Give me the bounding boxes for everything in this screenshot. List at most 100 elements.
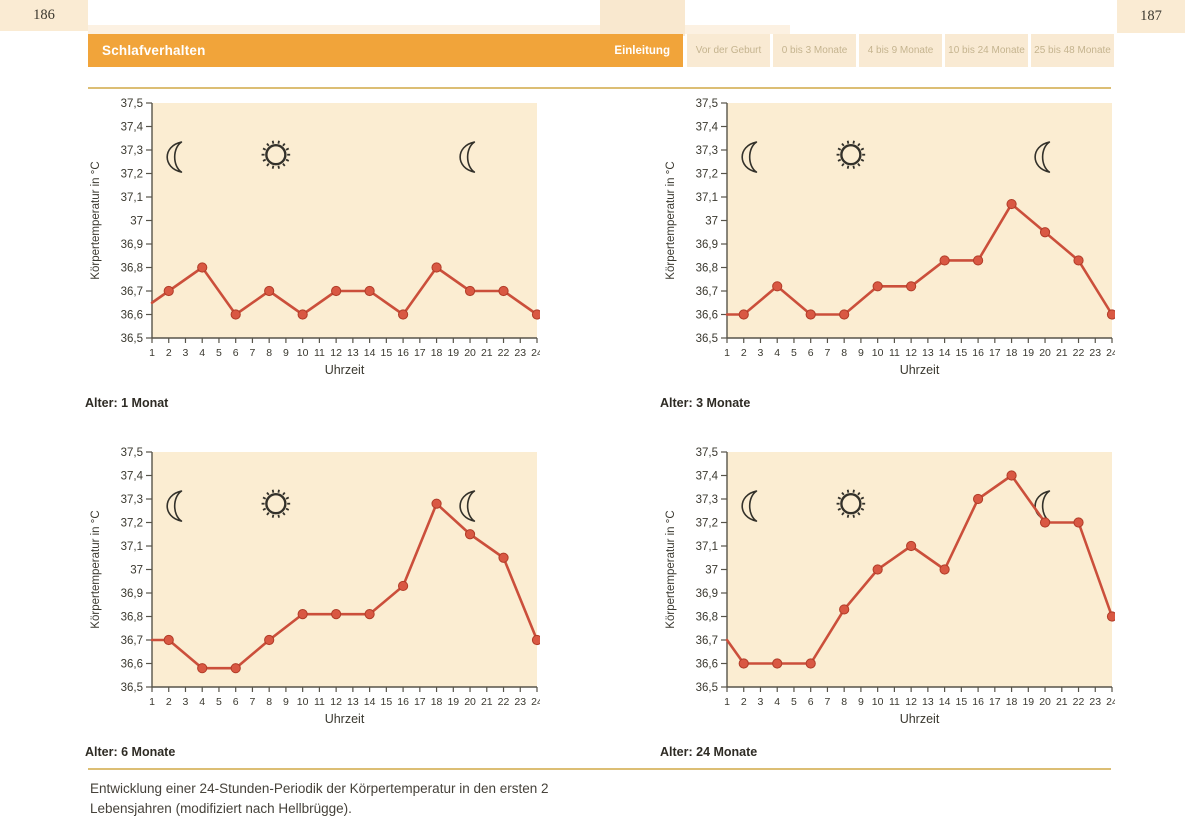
x-tick-label: 15 — [956, 347, 968, 359]
data-point — [939, 564, 950, 575]
sun-icon — [261, 140, 291, 169]
x-tick-label: 22 — [1073, 347, 1085, 359]
y-tick-label: 37,5 — [696, 447, 718, 459]
x-tick-label: 12 — [330, 696, 342, 708]
data-point — [1006, 198, 1017, 210]
data-point — [531, 634, 540, 646]
y-tick-label: 36,5 — [696, 682, 718, 694]
y-tick-label: 37,3 — [696, 494, 718, 506]
moon-icon — [1034, 141, 1051, 173]
x-tick-label: 6 — [808, 696, 814, 708]
x-tick-label: 8 — [266, 696, 272, 708]
x-tick-label: 14 — [364, 347, 376, 359]
y-tick-label: 36,8 — [696, 612, 718, 624]
x-tick-label: 11 — [889, 347, 900, 359]
x-tick-label: 16 — [972, 696, 984, 708]
x-axis-title: Uhrzeit — [900, 363, 940, 377]
x-tick-label: 13 — [347, 696, 359, 708]
figure-caption: Entwicklung einer 24-Stunden-Periodik de… — [90, 781, 549, 816]
x-tick-label: 20 — [1039, 347, 1051, 359]
data-point — [264, 285, 275, 297]
data-point — [397, 580, 409, 592]
y-axis-title: Körpertemperatur in °C — [665, 510, 677, 628]
sun-icon — [836, 140, 866, 169]
x-tick-label: 6 — [808, 347, 814, 359]
y-tick-label: 36,9 — [696, 239, 718, 251]
x-tick-label: 9 — [283, 696, 289, 708]
x-tick-label: 1 — [149, 347, 155, 359]
x-tick-label: 2 — [166, 347, 172, 359]
y-tick-label: 36,5 — [696, 333, 718, 345]
y-tick-label: 36,8 — [696, 263, 718, 275]
moon-icon — [741, 141, 758, 173]
data-point — [498, 285, 509, 297]
chart-age-label: Alter: 6 Monate — [85, 745, 176, 759]
chapter-title: Schlafverhalten — [102, 43, 206, 58]
x-tick-label: 19 — [1022, 347, 1034, 359]
y-tick-label: 37,3 — [121, 145, 143, 157]
data-point — [197, 262, 208, 273]
data-point — [1073, 517, 1084, 528]
data-point — [738, 309, 749, 320]
y-axis-title: Körpertemperatur in °C — [90, 161, 102, 279]
x-tick-label: 11 — [889, 696, 900, 708]
x-tick-label: 21 — [481, 347, 493, 359]
data-point — [464, 529, 476, 540]
x-tick-label: 10 — [297, 347, 309, 359]
page-number-right-text: 187 — [1140, 8, 1162, 24]
x-tick-label: 11 — [314, 696, 325, 708]
x-tick-label: 1 — [724, 696, 730, 708]
x-tick-label: 17 — [989, 347, 1001, 359]
data-point — [839, 309, 850, 320]
x-tick-label: 23 — [1089, 347, 1101, 359]
y-tick-label: 37,5 — [121, 98, 143, 110]
y-tick-label: 36,9 — [696, 588, 718, 600]
chart-panel-6-monate: 37,5 37,4 37,3 37,2 37,1 37 36,9 36,8 36,7 36,6 36… — [85, 441, 540, 759]
x-tick-label: 2 — [741, 696, 747, 708]
chart-canvas: 37,537,437,337,237,13736,936,836,736,636… — [90, 447, 540, 726]
x-tick-label: 14 — [939, 696, 951, 708]
x-tick-label: 23 — [514, 696, 526, 708]
x-tick-label: 9 — [858, 347, 864, 359]
chart-age-label: Alter: 1 Monat — [85, 396, 169, 410]
y-tick-label: 37 — [705, 565, 718, 577]
x-tick-label: 13 — [922, 347, 934, 359]
x-tick-label: 23 — [1089, 696, 1101, 708]
x-tick-label: 24 — [531, 347, 540, 359]
x-tick-label: 16 — [972, 347, 984, 359]
x-tick-label: 18 — [431, 696, 443, 708]
header-bar: Schlafverhalten Einleitung — [88, 34, 683, 67]
data-point — [972, 493, 984, 505]
x-tick-label: 3 — [183, 347, 189, 359]
x-axis-title: Uhrzeit — [900, 712, 940, 726]
x-tick-label: 8 — [841, 696, 847, 708]
data-point — [772, 281, 783, 292]
data-point — [163, 634, 174, 646]
x-tick-label: 13 — [922, 696, 934, 708]
x-tick-label: 7 — [250, 347, 256, 359]
data-point — [163, 285, 174, 297]
x-tick-label: 19 — [447, 696, 459, 708]
data-point — [1073, 255, 1084, 266]
x-tick-label: 7 — [825, 696, 831, 708]
data-point — [1106, 309, 1115, 320]
x-tick-label: 20 — [1039, 696, 1051, 708]
page-number-right: 187 — [1117, 0, 1185, 33]
tab-10-bis-24-monate: 10 bis 24 Monate — [945, 34, 1028, 67]
x-tick-label: 20 — [464, 696, 476, 708]
y-tick-label: 36,6 — [121, 310, 143, 322]
data-point — [872, 281, 883, 292]
plot-area — [152, 103, 537, 338]
x-tick-label: 22 — [498, 347, 510, 359]
x-tick-label: 22 — [498, 696, 510, 708]
data-point — [431, 498, 442, 509]
x-tick-label: 1 — [724, 347, 730, 359]
x-tick-label: 24 — [1106, 347, 1115, 359]
chart-canvas: 37,537,437,337,237,13736,936,836,736,636… — [665, 98, 1115, 377]
x-tick-label: 21 — [1056, 347, 1068, 359]
data-point — [230, 309, 241, 320]
y-tick-label: 37 — [130, 565, 143, 577]
data-point — [431, 262, 442, 273]
data-point — [531, 309, 540, 320]
data-point — [805, 658, 816, 669]
